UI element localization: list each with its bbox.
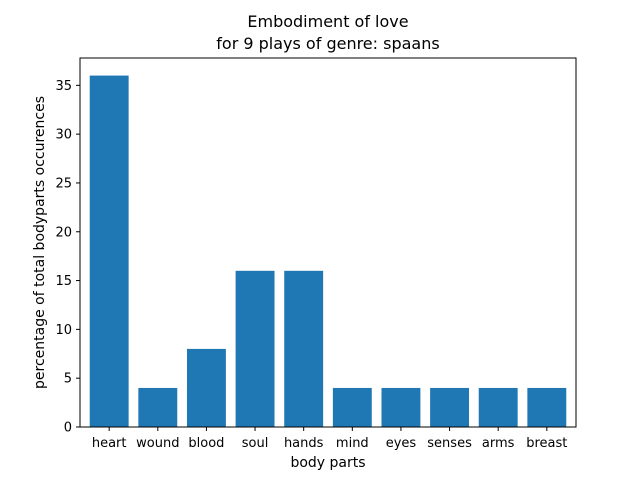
bar-mind [332,387,372,427]
bar-arms [478,387,518,427]
y-tick-label: 0 [64,421,72,436]
bar-blood [186,348,226,427]
x-axis: heart wound blood soul hands mind eyes senses ar… [92,427,567,451]
y-tick-label: 35 [55,79,72,94]
y-tick-label: 20 [55,225,72,240]
bar-wound [138,387,178,427]
plot-frame [79,57,577,428]
y-tick-label: 30 [55,128,72,143]
x-tick-label: breast [526,436,567,451]
x-tick-label: blood [188,436,224,451]
y-tick-label: 15 [55,274,72,289]
x-tick-label: senses [427,436,472,451]
x-tick-label: heart [92,436,127,451]
x-tick-label: hands [284,436,324,451]
bar-soul [235,270,275,427]
x-axis-label: body parts [290,455,365,471]
y-tick-label: 10 [55,323,72,338]
chart-title-line-2: for 9 plays of genre: spaans [216,34,439,53]
chart-title-line-1: Embodiment of love [247,12,408,31]
y-tick-label: 25 [55,176,72,191]
y-tick-label: 5 [64,372,72,387]
bar-hands [284,270,324,427]
x-tick-label: eyes [386,436,417,451]
x-tick-label: arms [482,436,515,451]
bar-senses [430,387,470,427]
y-axis-label: percentage of total bodyparts occurences [32,96,48,389]
bar-heart [89,75,129,427]
y-axis: 0 5 10 15 20 25 30 35 [55,79,80,436]
bars-group [89,75,567,427]
bar-eyes [381,387,421,427]
x-tick-label: soul [242,436,269,451]
bar-breast [527,387,567,427]
x-tick-label: wound [136,436,179,451]
x-tick-label: mind [336,436,369,451]
